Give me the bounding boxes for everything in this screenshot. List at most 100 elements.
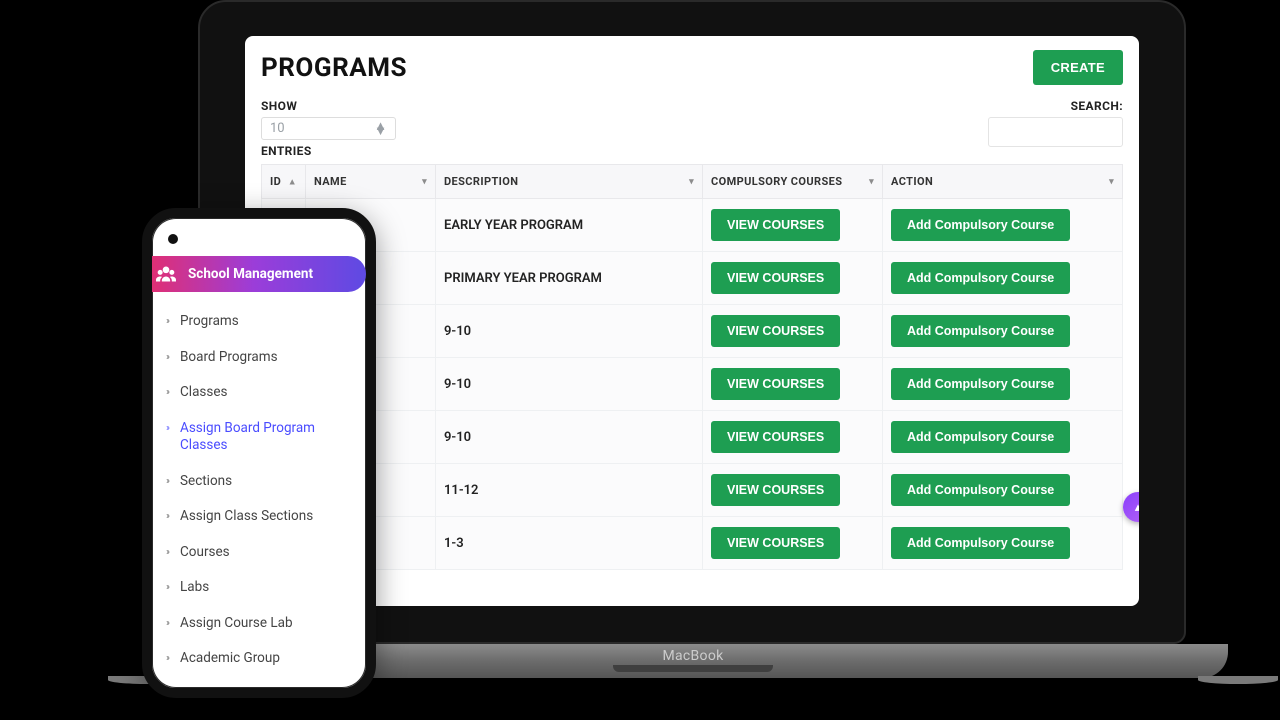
cell-action: Add Compulsory Course	[883, 252, 1123, 305]
page-title: PROGRAMS	[261, 53, 407, 83]
sidebar-item[interactable]: ›› Board Programs	[166, 340, 352, 376]
chevron-right-icon: ››	[166, 316, 168, 327]
phone-screen: School Management ›› Programs ›› Board Prog…	[152, 218, 366, 688]
table-row: PRIMARY YEAR PROGRAMVIEW COURSES Add Comp…	[262, 252, 1123, 305]
cell-action: Add Compulsory Course	[883, 305, 1123, 358]
sidebar-item[interactable]: ›› Labs	[166, 570, 352, 606]
sidebar-item-label: Classes	[180, 384, 352, 402]
show-entries-group: SHOW 10 ▲▼ ENTRIES	[261, 99, 396, 158]
cell-compulsory: VIEW COURSES	[703, 252, 883, 305]
sidebar-item-label: Programs	[180, 313, 352, 331]
chevron-down-icon: ▾	[689, 177, 694, 187]
sidebar-item-label: Board Programs	[180, 349, 352, 367]
page-header: PROGRAMS CREATE	[261, 50, 1123, 85]
sidebar-menu: ››Programs››Board Programs››Classes››Ass…	[152, 300, 366, 677]
view-courses-button[interactable]: VIEW COURSES	[711, 527, 840, 559]
cell-compulsory: VIEW COURSES	[703, 411, 883, 464]
phone-device: School Management ›› Programs ›› Board Prog…	[142, 208, 376, 698]
cell-description: 1-3	[436, 517, 703, 570]
view-courses-button[interactable]: VIEW COURSES	[711, 209, 840, 241]
cell-description: 9-10	[436, 358, 703, 411]
programs-page: PROGRAMS CREATE SHOW 10 ▲▼ ENTRIES SEARC…	[245, 36, 1139, 584]
chevron-down-icon: ▾	[1109, 177, 1114, 187]
chevron-right-icon: ››	[166, 387, 168, 398]
view-courses-button[interactable]: VIEW COURSES	[711, 262, 840, 294]
entries-value: 10	[270, 121, 285, 136]
chevron-right-icon: ››	[166, 423, 168, 434]
sort-asc-icon: ▲	[288, 176, 297, 187]
laptop-foot	[1198, 676, 1278, 684]
cell-compulsory: VIEW COURSES	[703, 305, 883, 358]
sidebar-item[interactable]: ›› Classes	[166, 375, 352, 411]
cell-description: PRIMARY YEAR PROGRAM	[436, 252, 703, 305]
sidebar-item-label: Courses	[180, 544, 352, 562]
table-row: 9-10VIEW COURSES Add Compulsory Course	[262, 411, 1123, 464]
table-row: 9-10VIEW COURSES Add Compulsory Course	[262, 305, 1123, 358]
col-name[interactable]: NAME▾	[306, 165, 436, 199]
sidebar-item[interactable]: ››Assign Class Sections	[166, 499, 352, 535]
cell-description: 9-10	[436, 411, 703, 464]
users-icon	[156, 266, 176, 282]
search-group: SEARCH:	[988, 99, 1123, 158]
sidebar-item-label: Sections	[180, 473, 352, 491]
show-label: SHOW	[261, 99, 396, 113]
add-compulsory-course-button[interactable]: Add Compulsory Course	[891, 474, 1070, 506]
sidebar-item[interactable]: ›› Assign Board Program Classes	[166, 411, 352, 464]
add-compulsory-course-button[interactable]: Add Compulsory Course	[891, 315, 1070, 347]
search-label: SEARCH:	[988, 99, 1123, 113]
school-management-header[interactable]: School Management	[152, 256, 366, 292]
create-button[interactable]: CREATE	[1033, 50, 1123, 85]
table-body: EARLY YEAR PROGRAMVIEW COURSESAdd Compul…	[262, 199, 1123, 570]
add-compulsory-course-button[interactable]: Add Compulsory Course	[891, 527, 1070, 559]
chevron-right-icon: ››	[166, 618, 168, 629]
add-compulsory-course-button[interactable]: Add Compulsory Course	[891, 209, 1070, 241]
view-courses-button[interactable]: VIEW COURSES	[711, 315, 840, 347]
cell-action: Add Compulsory Course	[883, 199, 1123, 252]
col-description[interactable]: DESCRIPTION▾	[436, 165, 703, 199]
school-management-label: School Management	[188, 266, 313, 282]
cell-compulsory: VIEW COURSES	[703, 199, 883, 252]
col-action[interactable]: ACTION▾	[883, 165, 1123, 199]
laptop-screen: PROGRAMS CREATE SHOW 10 ▲▼ ENTRIES SEARC…	[245, 36, 1139, 606]
table-row: 9-10VIEW COURSES Add Compulsory Course	[262, 358, 1123, 411]
view-courses-button[interactable]: VIEW COURSES	[711, 368, 840, 400]
entries-select[interactable]: 10 ▲▼	[261, 117, 396, 140]
entries-label: ENTRIES	[261, 144, 396, 158]
col-compulsory[interactable]: COMPULSORY COURSES▾	[703, 165, 883, 199]
table-header-row: ID▲ NAME▾ DESCRIPTION▾ COMPULSORY COURSE…	[262, 165, 1123, 199]
add-compulsory-course-button[interactable]: Add Compulsory Course	[891, 421, 1070, 453]
cell-compulsory: VIEW COURSES	[703, 517, 883, 570]
sidebar-item-label: Assign Board Program Classes	[180, 420, 352, 455]
cell-description: 11-12	[436, 464, 703, 517]
sidebar-item-label: Labs	[180, 579, 352, 597]
phone-camera	[168, 234, 178, 244]
search-input[interactable]	[988, 117, 1123, 147]
col-id[interactable]: ID▲	[262, 165, 306, 199]
chevron-right-icon: ››	[166, 352, 168, 363]
view-courses-button[interactable]: VIEW COURSES	[711, 421, 840, 453]
cell-compulsory: VIEW COURSES	[703, 358, 883, 411]
table-row: )1-3VIEW COURSESAdd Compulsory Course	[262, 517, 1123, 570]
view-courses-button[interactable]: VIEW COURSES	[711, 474, 840, 506]
laptop-trackpad-notch	[613, 665, 773, 672]
cell-description: 9-10	[436, 305, 703, 358]
add-compulsory-course-button[interactable]: Add Compulsory Course	[891, 262, 1070, 294]
add-compulsory-course-button[interactable]: Add Compulsory Course	[891, 368, 1070, 400]
select-arrows-icon: ▲▼	[374, 124, 387, 134]
chevron-right-icon: ››	[166, 582, 168, 593]
chevron-down-icon: ▾	[422, 177, 427, 187]
cell-compulsory: VIEW COURSES	[703, 464, 883, 517]
table-row: EARLY YEAR PROGRAMVIEW COURSES Add Compul…	[262, 199, 1123, 252]
sidebar-item[interactable]: ››Courses	[166, 535, 352, 571]
programs-table: ID▲ NAME▾ DESCRIPTION▾ COMPULSORY COURSE…	[261, 164, 1123, 570]
sidebar-item[interactable]: ›› Sections	[166, 464, 352, 500]
chevron-right-icon: ››	[166, 476, 168, 487]
sidebar-item[interactable]: ››Academic Group	[166, 641, 352, 677]
sidebar-item-label: Assign Class Sections	[180, 508, 352, 526]
sidebar-item-label: Assign Course Lab	[180, 615, 352, 633]
cell-description: EARLY YEAR PROGRAM	[436, 199, 703, 252]
sidebar-item[interactable]: ›› Assign Course Lab	[166, 606, 352, 642]
sidebar-item[interactable]: ›› Programs	[166, 304, 352, 340]
cell-action: Add Compulsory Course	[883, 517, 1123, 570]
cell-action: Add Compulsory Course	[883, 358, 1123, 411]
